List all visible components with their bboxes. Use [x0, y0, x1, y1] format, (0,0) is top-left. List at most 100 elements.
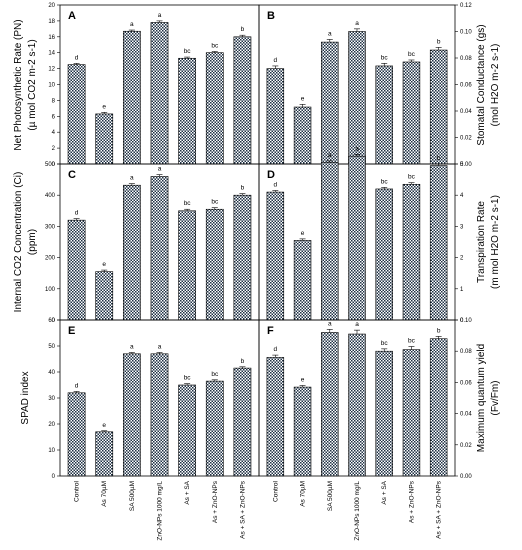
- significance-letter: b: [437, 38, 441, 45]
- significance-letter: a: [355, 321, 359, 328]
- significance-letter: a: [328, 152, 332, 159]
- significance-letter: e: [301, 230, 305, 237]
- bar: [205, 208, 224, 321]
- bar: [122, 353, 141, 477]
- significance-letter: bc: [184, 200, 192, 207]
- panel-e: 0 10 20 30 40 50 60 d e a a bc bc b E: [48, 318, 260, 480]
- significance-letter: bc: [211, 371, 219, 378]
- bar: [348, 333, 366, 477]
- significance-letter: a: [328, 30, 332, 37]
- significance-letter: bc: [381, 54, 389, 61]
- bar: [266, 191, 285, 321]
- y-axis-title-a-line: Net Photosynthetic Rate (PN): [13, 19, 24, 150]
- bar: [233, 367, 252, 477]
- significance-letter: a: [158, 166, 162, 173]
- y-tick-label: 0.10: [460, 318, 472, 324]
- x-category-label: SA 500µM: [129, 481, 136, 511]
- y-tick-label: 10: [48, 448, 55, 454]
- bar: [375, 188, 393, 321]
- y-tick-label: 12: [48, 67, 55, 73]
- y-tick-label: 4: [52, 130, 56, 136]
- y-axis-title-b-line: Stomatal Conductance (gs): [476, 24, 487, 145]
- bar: [67, 219, 86, 321]
- significance-letter: a: [130, 21, 134, 28]
- y-tick-label: 0.06: [460, 380, 472, 386]
- x-category-label: As 70µM: [300, 481, 307, 507]
- significance-letter: bc: [184, 48, 192, 55]
- significance-letter: e: [301, 95, 305, 102]
- significance-letter: bc: [381, 340, 389, 347]
- significance-letter: bc: [381, 178, 389, 185]
- significance-letter: bc: [211, 43, 219, 50]
- significance-letter: e: [102, 103, 106, 110]
- panel-letter: C: [68, 169, 76, 181]
- y-tick-label: 0.00: [460, 162, 472, 168]
- y-tick-label: 500: [45, 162, 56, 168]
- significance-letter: d: [75, 54, 79, 61]
- bar: [402, 61, 421, 165]
- y-tick-label: 0.08: [460, 349, 472, 355]
- bar: [293, 240, 312, 321]
- y-tick-label: 0: [52, 162, 56, 168]
- bar: [178, 210, 197, 321]
- bar: [293, 106, 312, 165]
- y-tick-label: 100: [45, 287, 56, 293]
- significance-letter: a: [355, 20, 359, 27]
- y-axis-title-d: Transpiration Rate (m mol H2O m-2 s-1): [476, 195, 501, 289]
- bar: [178, 57, 197, 165]
- bar: [150, 176, 169, 321]
- significance-letter: d: [274, 57, 278, 64]
- y-tick-label: 4: [460, 193, 464, 199]
- x-category-label: SA 500µM: [327, 481, 334, 511]
- significance-letter: bc: [211, 199, 219, 206]
- y-axis-title-d-line: (m mol H2O m-2 s-1): [490, 195, 501, 289]
- bar: [321, 332, 339, 477]
- y-tick-label: 16: [48, 35, 55, 41]
- y-tick-label: 0.12: [460, 3, 472, 9]
- x-category-label: Control: [272, 480, 279, 502]
- significance-letter: b: [241, 358, 245, 365]
- y-tick-label: 30: [48, 396, 55, 402]
- significance-letter: e: [301, 377, 305, 384]
- y-axis-title-c-line: Internal CO2 Concentration (Ci): [13, 172, 24, 313]
- y-tick-label: 0.10: [460, 30, 472, 36]
- y-axis-title-a-line: (µ mol CO2 m-2 s-1): [27, 39, 38, 130]
- y-tick-label: 0.08: [460, 56, 472, 62]
- panel-d: 0 1 2 3 4 5 d e a a bc bc b D: [258, 145, 464, 324]
- significance-letter: bc: [408, 174, 416, 181]
- y-tick-label: 0: [52, 318, 56, 324]
- x-category-label: As + SA: [381, 480, 388, 504]
- significance-letter: a: [328, 320, 332, 327]
- panel-b: 0.00 0.02 0.04 0.06 0.08 0.10 0.12 d e a a bc bc b B: [258, 3, 472, 168]
- x-category-label: As + SA + ZnO-NPs: [436, 480, 443, 539]
- bar: [122, 30, 141, 165]
- y-axis-title-f-line: Maximum quantum yield: [476, 344, 487, 452]
- significance-letter: a: [130, 175, 134, 182]
- panel-letter: A: [68, 10, 76, 22]
- bar: [122, 184, 141, 321]
- bar: [429, 338, 448, 477]
- x-category-label: As + SA + ZnO-NPs: [239, 480, 246, 539]
- bar: [429, 49, 448, 165]
- y-tick-label: 50: [48, 344, 55, 350]
- significance-letter: a: [158, 12, 162, 19]
- significance-letter: b: [437, 155, 441, 162]
- y-tick-label: 0.02: [460, 443, 472, 449]
- y-tick-label: 5: [460, 162, 464, 168]
- y-axis-title-a: Net Photosynthetic Rate (PN) (µ mol CO2 m…: [13, 19, 38, 150]
- y-tick-label: 0.04: [460, 412, 472, 418]
- panel-c: 0 100 200 300 400 500 d e a a bc bc b C: [45, 162, 260, 324]
- x-category-label: As + ZnO-NPs: [212, 480, 219, 523]
- y-tick-label: 10: [48, 83, 55, 89]
- y-tick-label: 0: [52, 474, 56, 480]
- bar: [402, 349, 421, 477]
- bar: [321, 41, 339, 165]
- significance-letter: a: [355, 145, 359, 152]
- panel-letter: F: [267, 325, 274, 337]
- panel-a: 0 2 4 6 8 10 12 14 16 18 20 d e a a bc bc b A: [48, 3, 260, 168]
- y-tick-label: 3: [460, 224, 464, 230]
- bar: [95, 271, 114, 321]
- significance-letter: bc: [184, 375, 192, 382]
- panel-f: 0.00 0.02 0.04 0.06 0.08 0.10 d e a a bc bc b F: [258, 318, 472, 480]
